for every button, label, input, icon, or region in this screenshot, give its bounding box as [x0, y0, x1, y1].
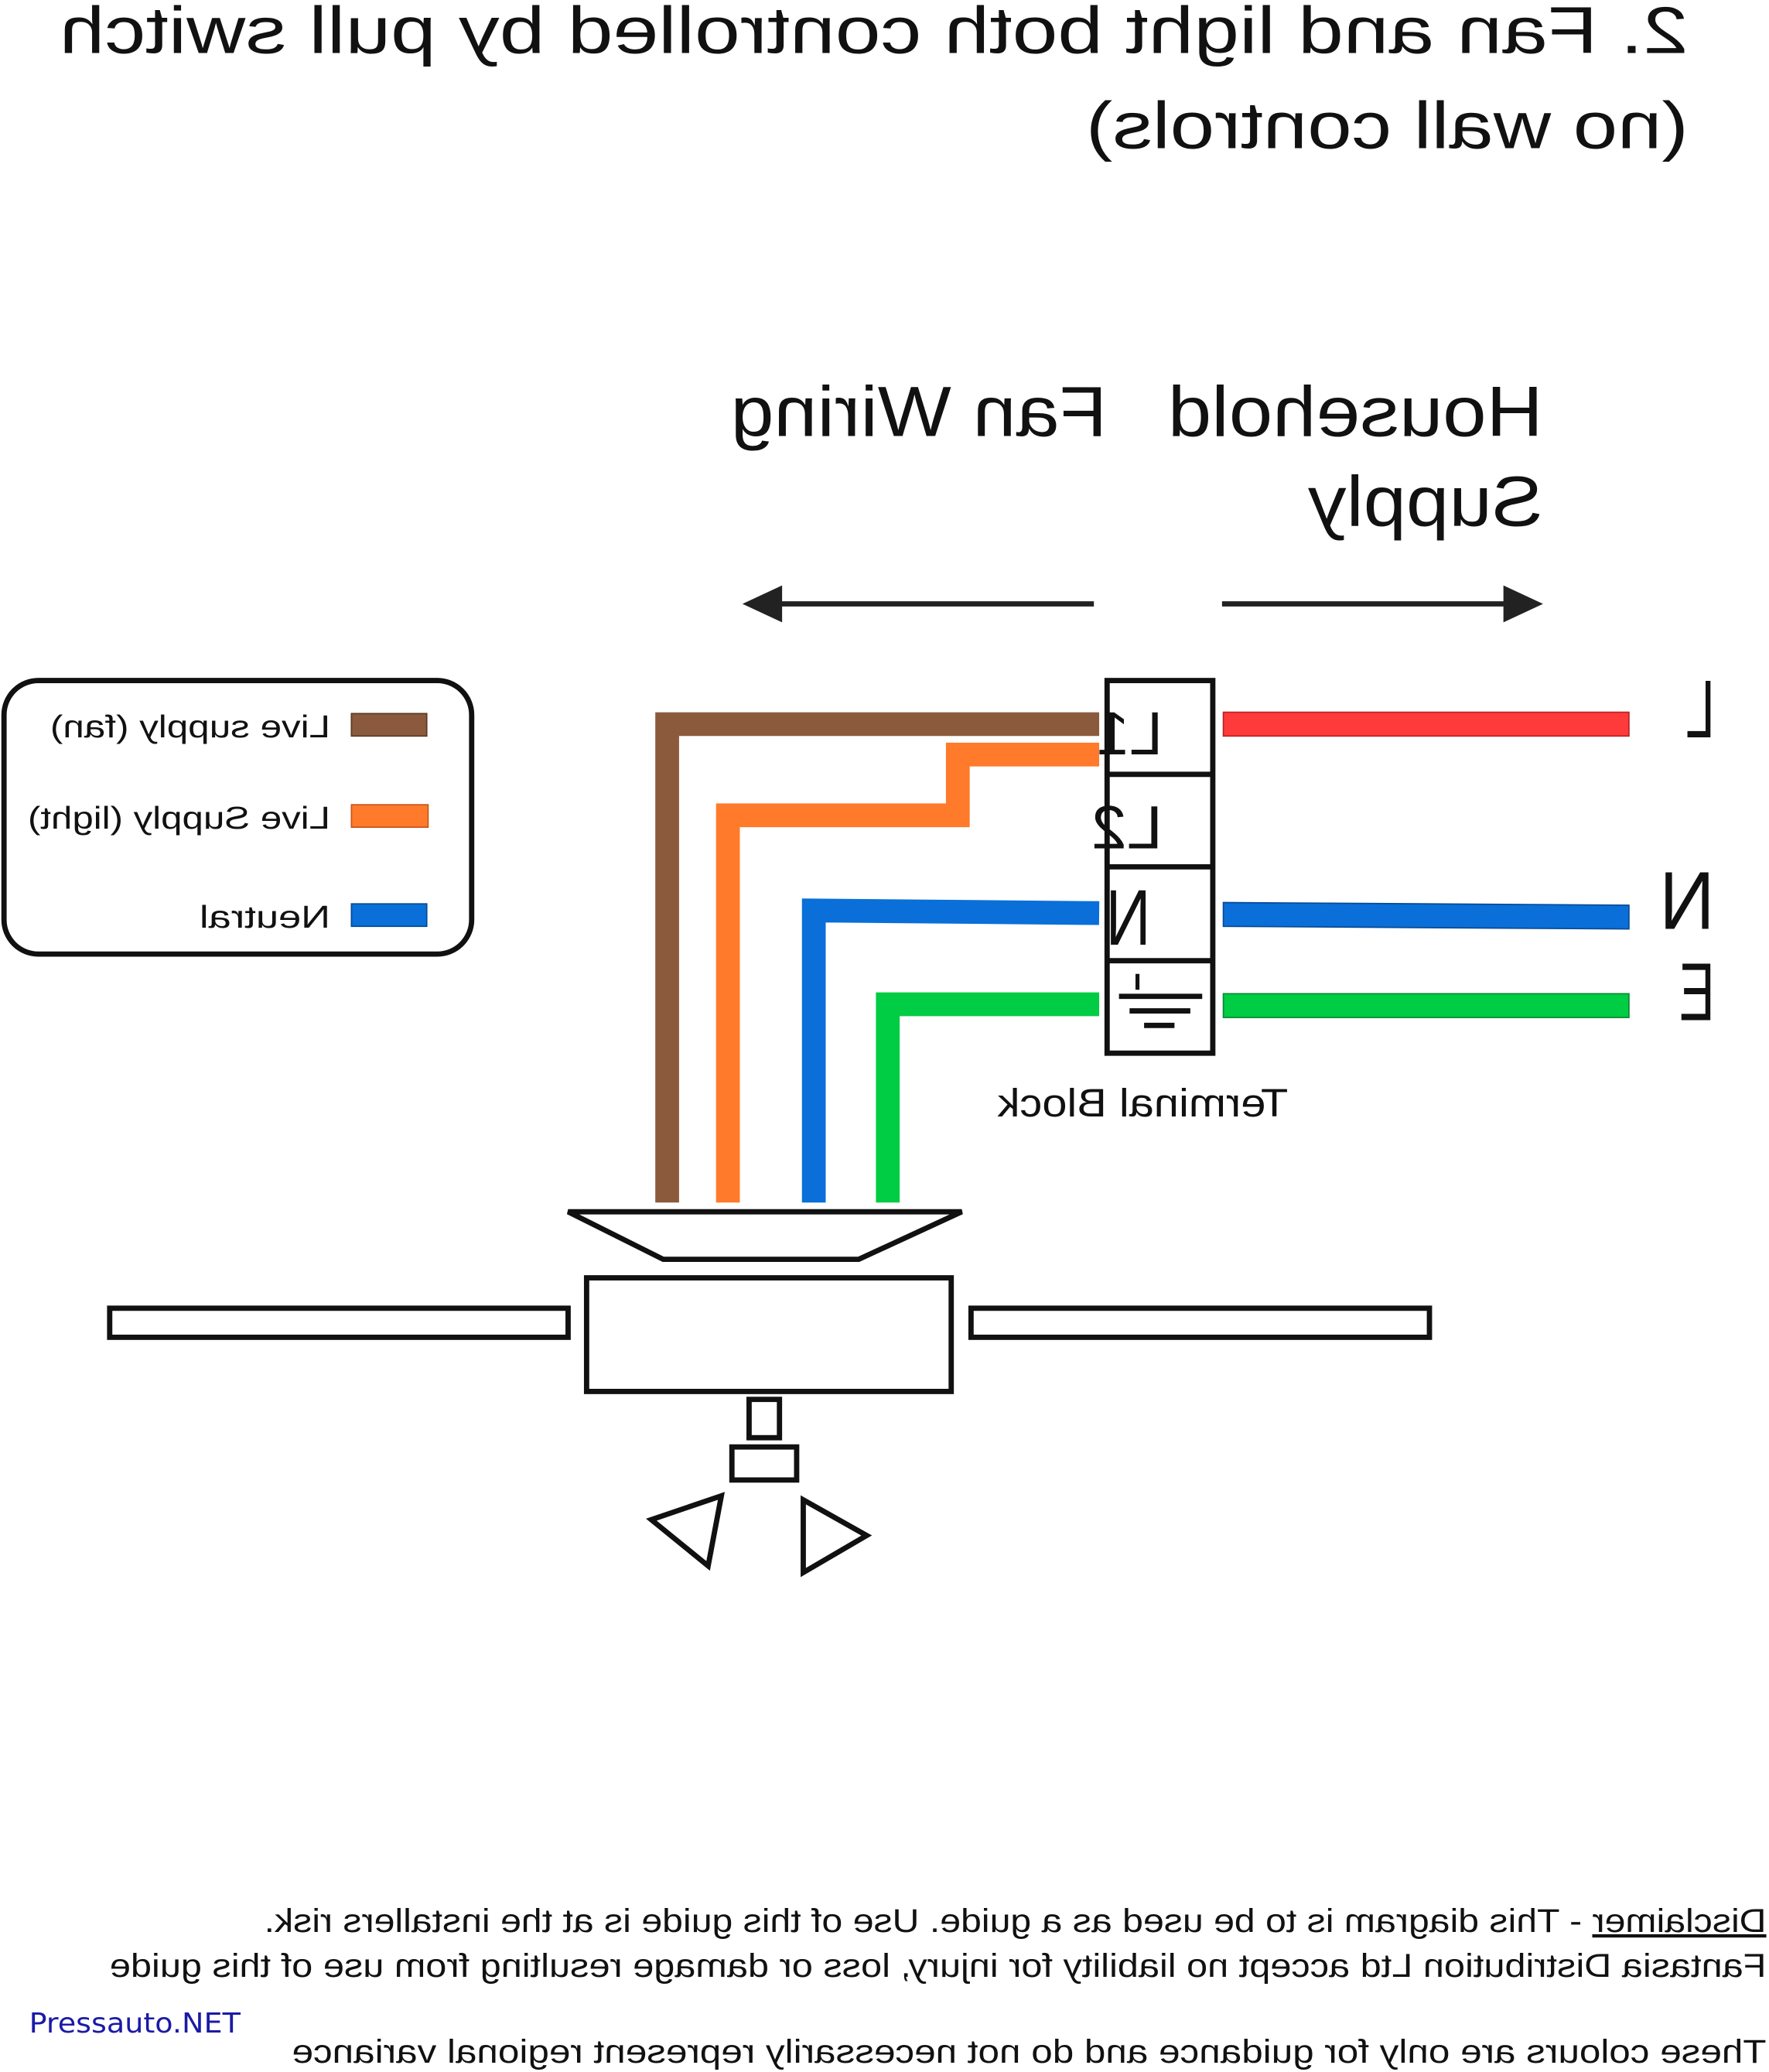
terminal-block-label: Terminal Block [997, 1081, 1288, 1125]
legend-box [1, 678, 475, 957]
legend-label-live-fan: Live supply (fan) [50, 709, 330, 744]
terminal-label-l1: L1 [1097, 699, 1163, 768]
household-supply-arrow [1221, 585, 1543, 623]
supply-label-live: L [1685, 664, 1715, 755]
wire-live-light [715, 742, 1100, 1203]
fan-blade-right [968, 1305, 1433, 1340]
pull-switch [729, 1444, 800, 1483]
supply-label-earth: E [1679, 947, 1715, 1038]
earth-icon [1118, 973, 1203, 1028]
fan-blade-left [107, 1305, 571, 1340]
fan-canopy [566, 1209, 963, 1263]
page-title: 2. Fan and light both controlled by pull… [60, 0, 1689, 67]
disclaimer-line-1: Disclaimer - This diagram is to be used … [265, 1903, 1767, 1940]
wire-earth [876, 992, 1100, 1203]
disclaimer-line-2: Fantasia Distribution Ltd accept no liab… [110, 1947, 1767, 1985]
wire-neutral [801, 898, 1100, 1203]
terminal-block [1104, 678, 1216, 1056]
disclaimer-line-3: These colours are only for guidance and … [292, 2033, 1767, 2070]
supply-wire-neutral [1222, 901, 1630, 930]
supply-heading: Supply [1308, 462, 1543, 542]
supply-wire-earth [1222, 993, 1630, 1018]
legend-label-live-light: Live Supply (light) [28, 800, 330, 836]
fan-motor-body [583, 1275, 955, 1394]
fan-stem [746, 1397, 783, 1441]
legend-swatch-live-light [350, 804, 429, 829]
ceiling-fan [107, 1209, 1433, 1578]
disclaimer-heading: Disclaimer [1593, 1903, 1767, 1940]
legend-swatch-live-fan [350, 713, 428, 737]
terminal-label-n: N [1106, 873, 1151, 962]
household-heading: Household [1168, 372, 1543, 452]
supply-wire-live [1222, 711, 1630, 737]
wire-live-fan [655, 712, 1100, 1203]
light-left-icon [646, 1492, 726, 1571]
watermark: Pressauto.NET [29, 2008, 241, 2040]
fan-wiring-heading: Fan Wiring [731, 372, 1108, 452]
legend-swatch-neutral [350, 903, 428, 928]
supply-label-neutral: N [1659, 856, 1715, 947]
terminal-label-l2: L2 [1091, 793, 1163, 861]
page-subtitle: (no wall controls) [1086, 89, 1689, 162]
light-right-icon [801, 1495, 873, 1578]
fan-wiring-arrow [742, 585, 1095, 623]
disclaimer-text: - This diagram is to be used as a guide.… [265, 1903, 1593, 1940]
legend-label-neutral: Neutral [200, 899, 330, 935]
